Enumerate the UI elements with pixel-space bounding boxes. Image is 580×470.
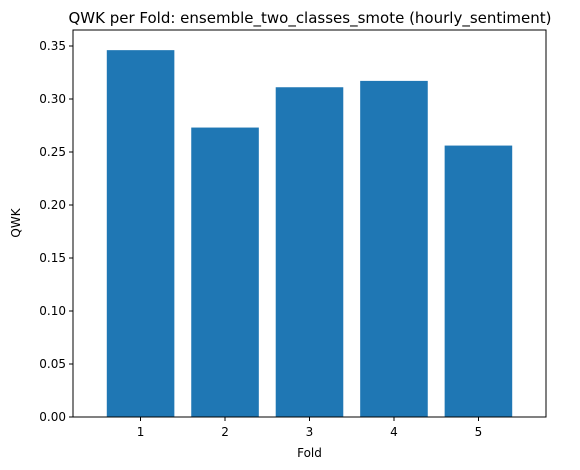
x-axis-label: Fold — [297, 446, 322, 460]
y-tick-label: 0.35 — [39, 39, 66, 53]
chart-title: QWK per Fold: ensemble_two_classes_smote… — [68, 9, 551, 28]
x-tick-label: 5 — [475, 425, 483, 439]
bar-fold-1 — [106, 50, 175, 418]
y-tick-label: 0.20 — [39, 198, 66, 212]
y-tick-label: 0.15 — [39, 251, 66, 265]
x-axis-ticks: 1 2 3 4 5 — [137, 417, 482, 439]
bars-group — [106, 50, 513, 418]
y-tick-label: 0.00 — [39, 410, 66, 424]
x-tick-label: 3 — [306, 425, 314, 439]
bar-fold-3 — [275, 87, 344, 417]
y-axis-ticks: 0.00 0.05 0.10 0.15 0.20 0.25 0.30 0.35 — [39, 39, 73, 424]
x-tick-label: 1 — [137, 425, 145, 439]
plot-area: 1 2 3 4 5 0.00 0.05 0.10 0.15 0.20 0.25 0.30 0.35 — [39, 29, 547, 439]
x-tick-label: 4 — [390, 425, 398, 439]
y-tick-label: 0.10 — [39, 304, 66, 318]
bar-fold-2 — [191, 127, 259, 418]
y-tick-label: 0.30 — [39, 92, 66, 106]
bar-fold-5 — [444, 145, 513, 417]
bar-fold-4 — [360, 80, 428, 417]
plot-frame — [72, 29, 547, 418]
x-tick-label: 2 — [221, 425, 229, 439]
y-tick-label: 0.05 — [39, 357, 66, 371]
y-tick-label: 0.25 — [39, 145, 66, 159]
y-axis-label: QWK — [9, 207, 23, 237]
